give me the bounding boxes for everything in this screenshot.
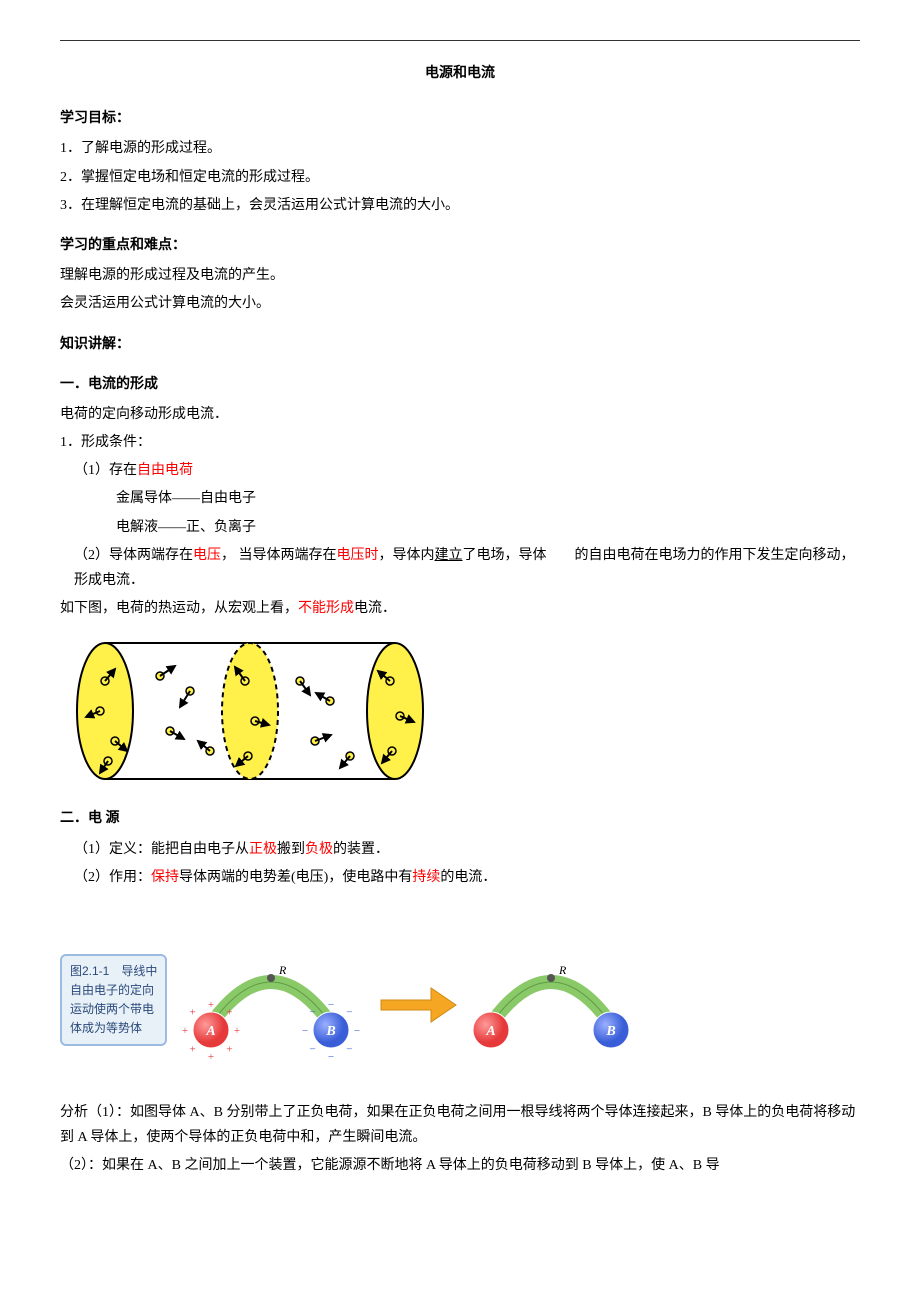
red-text: 持续 xyxy=(412,870,440,885)
svg-text:−: − xyxy=(328,1051,334,1063)
text: 如下图，电荷的热运动，从宏观上看， xyxy=(60,601,298,616)
svg-text:−: − xyxy=(354,1025,360,1037)
page-title: 电源和电流 xyxy=(60,61,860,86)
objective-item: 1．了解电源的形成过程。 xyxy=(60,136,860,161)
svg-text:+: + xyxy=(226,1007,232,1019)
heading-focus: 学习的重点和难点： xyxy=(60,233,860,258)
caption-line: 图2.1-1 导线中 xyxy=(70,962,157,981)
svg-text:−: − xyxy=(346,1007,352,1019)
sec1-cond1-sub: 金属导体——自由电子 xyxy=(60,486,860,511)
svg-text:B: B xyxy=(325,1024,335,1039)
sec1-line: 电荷的定向移动形成电流． xyxy=(60,402,860,427)
cylinder-diagram xyxy=(60,631,860,791)
svg-text:−: − xyxy=(328,999,334,1011)
caption-line: 自由电子的定向 xyxy=(70,981,157,1000)
text: 电流． xyxy=(354,601,396,616)
svg-text:R: R xyxy=(558,963,567,977)
red-text: 电压时 xyxy=(337,548,379,563)
svg-text:+: + xyxy=(182,1025,188,1037)
red-text: 正极 xyxy=(249,842,277,857)
red-text: 保持 xyxy=(151,870,179,885)
sec1-cond-heading: 1．形成条件： xyxy=(60,430,860,455)
focus-line: 会灵活运用公式计算电流的大小。 xyxy=(60,291,860,316)
svg-text:+: + xyxy=(208,1051,214,1063)
heading-objectives: 学习目标： xyxy=(60,106,860,131)
text: ， 当导体两端存在 xyxy=(221,548,337,563)
caption-line: 体成为等势体 xyxy=(70,1019,157,1038)
svg-text:B: B xyxy=(605,1024,615,1039)
svg-text:+: + xyxy=(189,1043,195,1055)
red-text: 电压 xyxy=(193,548,221,563)
caption-line: 运动使两个带电 xyxy=(70,1000,157,1019)
svg-text:−: − xyxy=(346,1043,352,1055)
circuit-caption: 图2.1-1 导线中 自由电子的定向 运动使两个带电 体成为等势体 xyxy=(60,954,167,1047)
text: （2）作用： xyxy=(74,870,151,885)
sec1-fig-caption: 如下图，电荷的热运动，从宏观上看，不能形成电流． xyxy=(60,596,860,621)
analysis-1: 分析（1）：如图导体 A、B 分别带上了正负电荷，如果在正负电荷之间用一根导线将… xyxy=(60,1100,860,1150)
svg-text:−: − xyxy=(309,1043,315,1055)
red-text: 自由电荷 xyxy=(137,463,193,478)
sec2-heading: 二．电 源 xyxy=(60,806,860,831)
svg-text:R: R xyxy=(278,963,287,977)
objective-item: 2．掌握恒定电场和恒定电流的形成过程。 xyxy=(60,165,860,190)
text: （2）导体两端存在 xyxy=(74,548,193,563)
red-text: 不能形成 xyxy=(298,601,354,616)
text: 的装置． xyxy=(333,842,389,857)
analysis-2: （2）：如果在 A、B 之间加上一个装置，它能源源不断地将 A 导体上的负电荷移… xyxy=(60,1153,860,1178)
text: （1）定义：能把自由电子从 xyxy=(74,842,249,857)
sec1-cond2: （2）导体两端存在电压， 当导体两端存在电压时，导体内建立了电场，导体 的自由电… xyxy=(60,543,860,593)
text: 搬到 xyxy=(277,842,305,857)
objective-item: 3．在理解恒定电流的基础上，会灵活运用公式计算电流的大小。 xyxy=(60,193,860,218)
svg-text:+: + xyxy=(189,1007,195,1019)
cylinder-svg xyxy=(60,631,440,791)
svg-text:A: A xyxy=(205,1024,215,1039)
text: ，导体内 xyxy=(379,548,435,563)
svg-text:−: − xyxy=(302,1025,308,1037)
svg-text:+: + xyxy=(234,1025,240,1037)
svg-text:+: + xyxy=(226,1043,232,1055)
sec2-act: （2）作用：保持导体两端的电势差(电压)，使电路中有持续的电流． xyxy=(60,865,860,890)
sec1-heading: 一．电流的形成 xyxy=(60,372,860,397)
text: 的电流． xyxy=(440,870,496,885)
svg-text:+: + xyxy=(208,999,214,1011)
heading-knowledge: 知识讲解： xyxy=(60,332,860,357)
svg-text:−: − xyxy=(309,1007,315,1019)
text: 导体两端的电势差(电压)，使电路中有 xyxy=(179,870,412,885)
circuit-diagram-row: 图2.1-1 导线中 自由电子的定向 运动使两个带电 体成为等势体 RAB+++… xyxy=(60,930,860,1070)
circuit-svg: RAB++++++++−−−−−−−−RAB xyxy=(181,930,661,1070)
sec1-cond1: （1）存在自由电荷 xyxy=(60,458,860,483)
sec2-def: （1）定义：能把自由电子从正极搬到负极的装置． xyxy=(60,837,860,862)
underline-text: 建立 xyxy=(435,548,463,563)
text: （1）存在 xyxy=(74,463,137,478)
svg-text:A: A xyxy=(485,1024,495,1039)
sec1-cond1-sub: 电解液——正、负离子 xyxy=(60,515,860,540)
focus-line: 理解电源的形成过程及电流的产生。 xyxy=(60,263,860,288)
red-text: 负极 xyxy=(305,842,333,857)
top-rule xyxy=(60,40,860,41)
circuit-caption-box: 图2.1-1 导线中 自由电子的定向 运动使两个带电 体成为等势体 xyxy=(60,954,167,1047)
